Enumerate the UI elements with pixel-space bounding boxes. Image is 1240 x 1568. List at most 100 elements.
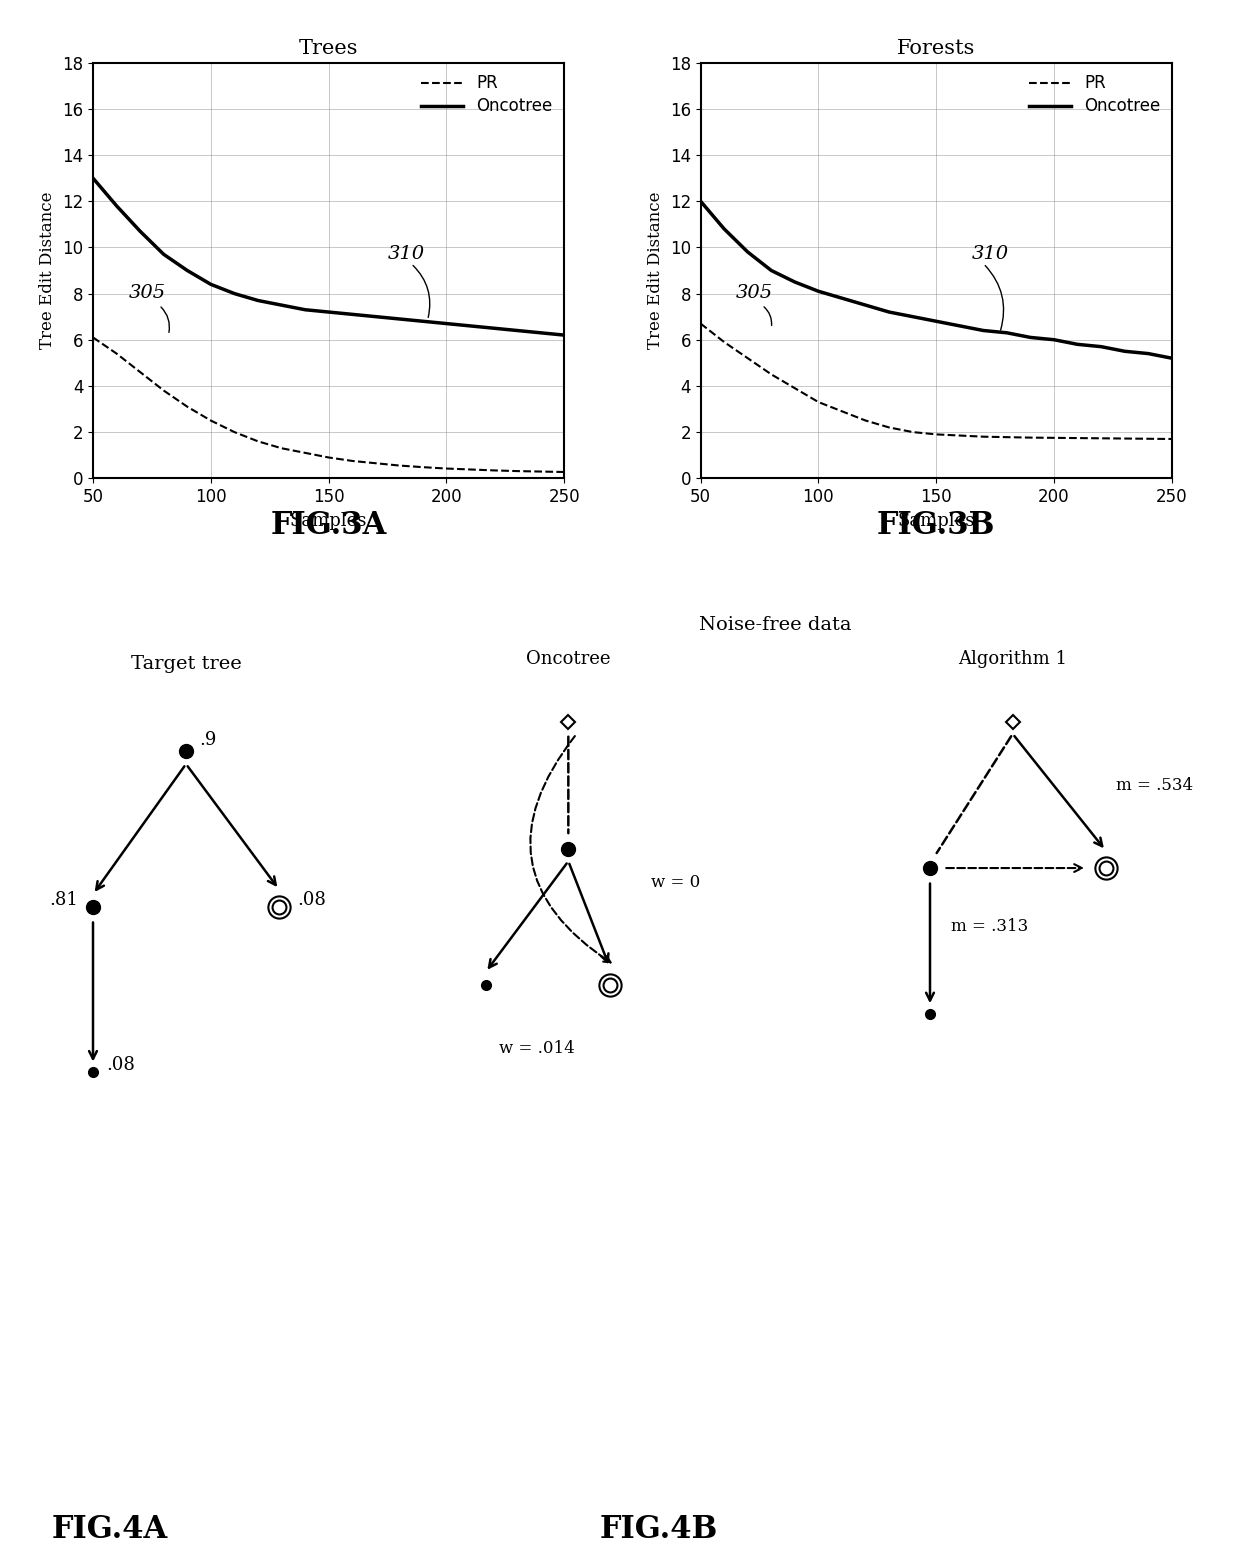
PR (368, 453, 383, 472)
PR (510, 461, 525, 480)
Oncotree (345, 304, 360, 323)
Text: w = 0: w = 0 (651, 875, 701, 892)
Line: PR: PR (701, 323, 1172, 439)
PR (999, 428, 1014, 447)
Text: FIG.4A: FIG.4A (52, 1513, 167, 1544)
Text: 305: 305 (129, 284, 165, 303)
PR (693, 314, 708, 332)
Oncotree (999, 323, 1014, 342)
Oncotree (486, 318, 501, 337)
Oncotree (976, 321, 991, 340)
Y-axis label: Tree Edit Distance: Tree Edit Distance (647, 191, 665, 350)
Legend: PR, Oncotree: PR, Oncotree (414, 67, 559, 122)
PR (835, 401, 849, 420)
PR (1070, 428, 1085, 447)
PR (740, 348, 755, 367)
Oncotree (1141, 345, 1156, 364)
PR (227, 423, 242, 442)
PR (882, 419, 897, 437)
Oncotree (368, 307, 383, 326)
PR (298, 444, 312, 463)
Oncotree (250, 292, 265, 310)
Oncotree (510, 321, 525, 340)
Oncotree (1164, 348, 1179, 367)
PR (557, 463, 572, 481)
PR (1047, 428, 1061, 447)
PR (1094, 430, 1109, 448)
Oncotree (787, 273, 802, 292)
PR (345, 452, 360, 470)
Text: .08: .08 (107, 1057, 135, 1074)
Oncotree (1070, 336, 1085, 354)
Text: Algorithm 1: Algorithm 1 (959, 649, 1068, 668)
PR (415, 458, 430, 477)
Oncotree (811, 282, 826, 301)
Legend: PR, Oncotree: PR, Oncotree (1022, 67, 1167, 122)
PR (976, 428, 991, 447)
Oncotree (1094, 337, 1109, 356)
Oncotree (717, 220, 732, 238)
Oncotree (321, 303, 336, 321)
Oncotree (274, 296, 289, 315)
PR (392, 456, 407, 475)
Oncotree (693, 191, 708, 210)
Text: Target tree: Target tree (130, 655, 242, 673)
PR (463, 459, 477, 478)
Oncotree (764, 262, 779, 281)
PR (156, 381, 171, 400)
PR (133, 362, 148, 381)
Oncotree (929, 312, 944, 331)
Line: Oncotree: Oncotree (93, 179, 564, 336)
PR (1023, 428, 1038, 447)
PR (1117, 430, 1132, 448)
Line: PR: PR (93, 337, 564, 472)
Oncotree (203, 274, 218, 293)
Text: Noise-free data: Noise-free data (699, 616, 851, 633)
PR (321, 448, 336, 467)
Text: FIG.3B: FIG.3B (877, 510, 996, 541)
Oncotree (392, 309, 407, 328)
Line: Oncotree: Oncotree (701, 201, 1172, 358)
Oncotree (109, 196, 124, 215)
PR (439, 459, 454, 478)
Oncotree (227, 284, 242, 303)
PR (787, 379, 802, 398)
Oncotree (133, 221, 148, 240)
PR (717, 332, 732, 351)
Oncotree (1023, 328, 1038, 347)
Oncotree (858, 296, 873, 315)
PR (250, 431, 265, 450)
Oncotree (533, 323, 548, 342)
PR (274, 439, 289, 458)
X-axis label: Samples: Samples (898, 511, 975, 530)
PR (1164, 430, 1179, 448)
Text: w = .014: w = .014 (500, 1040, 575, 1057)
Text: .81: .81 (50, 891, 78, 909)
PR (1141, 430, 1156, 448)
Text: 305: 305 (735, 284, 773, 303)
Oncotree (557, 326, 572, 345)
Title: Forests: Forests (897, 39, 976, 58)
PR (533, 463, 548, 481)
Oncotree (156, 245, 171, 263)
PR (764, 365, 779, 384)
PR (486, 461, 501, 480)
PR (905, 423, 920, 442)
Oncotree (298, 301, 312, 320)
Text: Oncotree: Oncotree (526, 649, 610, 668)
Oncotree (835, 289, 849, 307)
PR (811, 392, 826, 411)
Oncotree (415, 312, 430, 331)
Oncotree (1047, 331, 1061, 350)
Oncotree (180, 262, 195, 281)
PR (180, 397, 195, 416)
Text: FIG.4B: FIG.4B (599, 1513, 718, 1544)
Oncotree (952, 317, 967, 336)
Text: m = .313: m = .313 (951, 919, 1028, 935)
Oncotree (882, 303, 897, 321)
PR (858, 411, 873, 430)
Title: Trees: Trees (299, 39, 358, 58)
Text: 310: 310 (972, 245, 1008, 263)
Text: 310: 310 (388, 245, 424, 263)
Y-axis label: Tree Edit Distance: Tree Edit Distance (40, 191, 57, 350)
